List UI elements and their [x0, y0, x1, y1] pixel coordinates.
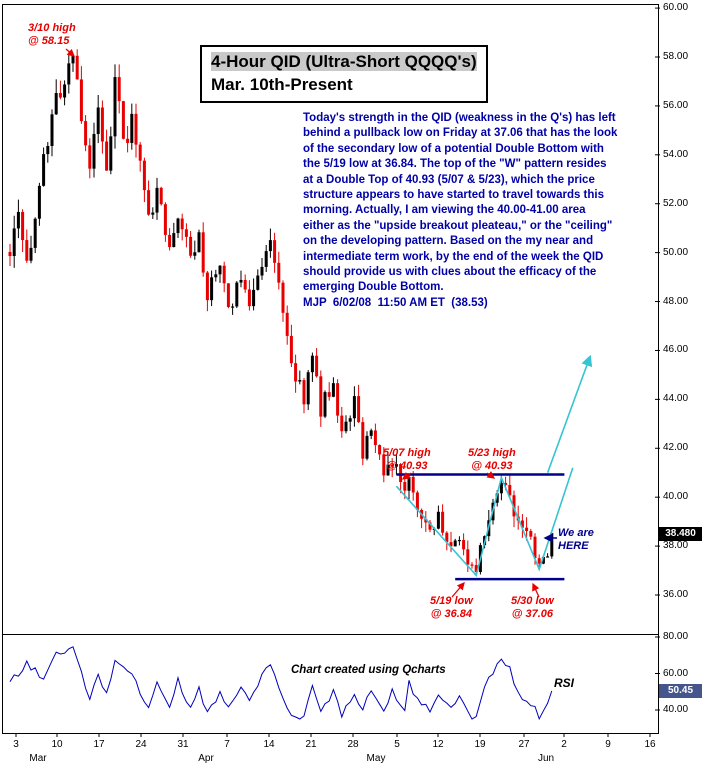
x-axis-day-label: 12	[432, 739, 444, 750]
x-axis-month-label: Apr	[198, 753, 214, 764]
commentary-line: at a Double Top of 40.93 (5/07 & 5/23), …	[303, 173, 595, 186]
x-axis-day-label: 17	[93, 739, 105, 750]
commentary-line: morning. Actually, I am viewing the 40.0…	[303, 204, 586, 217]
x-axis-day-label: 14	[263, 739, 275, 750]
commentary-line: MJP 6/02/08 11:50 AM ET (38.53)	[303, 296, 488, 309]
x-axis-day-label: 7	[224, 739, 230, 750]
chart-title-box: 4-Hour QID (Ultra-Short QQQQ's) Mar. 10t…	[200, 45, 488, 103]
we-are-here-annotation: We are HERE	[558, 527, 594, 552]
x-axis-month-label: May	[366, 753, 386, 764]
we-are-here-line2: HERE	[558, 539, 589, 552]
x-axis-month-label: Mar	[29, 753, 47, 764]
annotation-310-high-date: 3/10 high	[28, 22, 76, 34]
annotation-523-high: 5/23 high @ 40.93	[468, 447, 516, 472]
price-axis-label: 56.00	[663, 99, 689, 111]
annotation-519-low-date: 5/19 low	[430, 595, 473, 607]
rsi-value-badge: 50.45	[659, 683, 702, 698]
rsi-axis-label: 60.00	[663, 667, 689, 679]
price-axis-label: 36.00	[663, 588, 689, 600]
annotation-530-low-date: 5/30 low	[511, 595, 554, 607]
x-axis-day-label: 16	[644, 739, 656, 750]
commentary-line: of the secondary low of a potential Doub…	[303, 142, 604, 155]
commentary-line: on the developing pattern. Based on the …	[303, 235, 594, 248]
rsi-axis-label: 40.00	[663, 704, 689, 715]
chart-title-line2: Mar. 10th-Present	[211, 75, 353, 94]
x-axis-day-label: 3	[13, 739, 19, 750]
annotation-530-low-price: @ 37.06	[511, 607, 554, 620]
annotation-310-high: 3/10 high @ 58.15	[28, 22, 76, 47]
rsi-axis-label: 80.00	[663, 631, 689, 642]
price-axis-label: 60.00	[663, 2, 689, 14]
x-axis-day-label: 10	[51, 739, 63, 750]
price-axis-label: 42.00	[663, 442, 689, 454]
annotation-523-high-price: @ 40.93	[471, 459, 513, 472]
x-axis-day-label: 28	[347, 739, 359, 750]
price-axis-label: 46.00	[663, 344, 689, 356]
x-axis-day-label: 19	[474, 739, 486, 750]
annotation-310-high-price: @ 58.15	[28, 34, 70, 47]
commentary-line: Today's strength in the QID (weakness in…	[303, 112, 616, 124]
qcharts-credit: Chart created using Qcharts	[291, 664, 446, 676]
commentary-line: should provide us with clues about the e…	[303, 266, 597, 279]
last-price-badge: 38.480	[659, 527, 702, 542]
price-axis-label: 58.00	[663, 51, 689, 62]
x-axis-day-label: 31	[177, 739, 189, 750]
annotation-507-high: 5/07 high @ 40.93	[383, 447, 431, 472]
price-axis-label: 52.00	[663, 197, 689, 209]
annotation-507-high-price: @ 40.93	[386, 459, 428, 472]
annotation-530-low: 5/30 low @ 37.06	[511, 595, 554, 620]
we-are-here-line1: We are	[558, 527, 594, 539]
price-axis-label: 54.00	[663, 148, 689, 160]
price-axis-label: 38.00	[663, 540, 689, 552]
commentary-line: structure appears to have started to tra…	[303, 189, 605, 202]
commentary-line: the 5/19 low at 36.84. The top of the "W…	[303, 158, 607, 171]
commentary-line: either as the "upside breakout pleateau,…	[303, 219, 613, 232]
price-axis-label: 50.00	[663, 246, 689, 258]
x-axis-day-label: 24	[135, 739, 147, 750]
rsi-pane	[2, 634, 659, 734]
price-axis-label: 44.00	[663, 393, 689, 405]
commentary-line: behind a pullback low on Friday at 37.06…	[303, 127, 618, 140]
rsi-caption: RSI	[554, 676, 575, 690]
commentary-line: intermediate term work, by the end of th…	[303, 250, 604, 263]
annotation-519-low-price: @ 36.84	[430, 607, 473, 620]
x-axis-day-label: 9	[605, 739, 611, 750]
x-axis-month-label: Jun	[537, 753, 555, 764]
analyst-commentary: Today's strength in the QID (weakness in…	[303, 111, 617, 311]
annotation-519-low: 5/19 low @ 36.84	[430, 595, 473, 620]
annotation-523-high-date: 5/23 high	[468, 447, 516, 459]
annotation-507-high-date: 5/07 high	[383, 447, 431, 459]
x-axis-day-label: 2	[561, 739, 567, 750]
x-axis-day-label: 21	[305, 739, 317, 750]
x-axis-day-label: 27	[518, 739, 530, 750]
chart-title-line1: 4-Hour QID (Ultra-Short QQQQ's)	[211, 52, 477, 71]
price-axis-label: 48.00	[663, 295, 689, 307]
commentary-line: emerging Double Bottom.	[303, 281, 444, 294]
x-axis-day-label: 5	[394, 739, 400, 750]
price-axis-label: 40.00	[663, 491, 689, 503]
